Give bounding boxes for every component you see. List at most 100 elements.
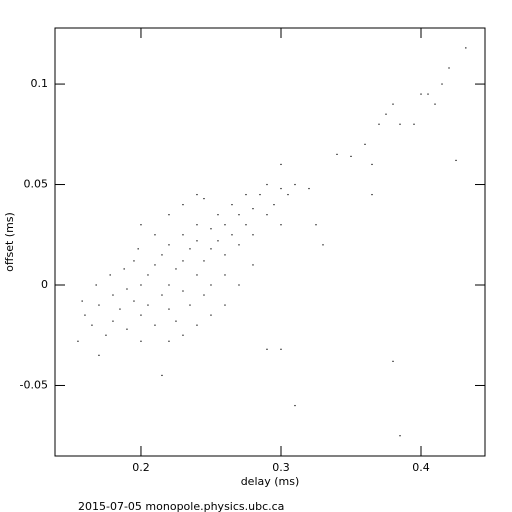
point <box>81 300 83 302</box>
point <box>168 244 170 246</box>
point <box>147 304 149 306</box>
point <box>266 183 268 186</box>
y-tick-label: 0.05 <box>24 178 49 191</box>
x-tick-label: 0.2 <box>132 461 150 474</box>
point <box>98 354 100 356</box>
point <box>280 348 282 350</box>
point <box>126 288 128 290</box>
point <box>175 320 177 322</box>
point <box>427 93 429 95</box>
point <box>224 274 226 276</box>
point <box>465 47 467 49</box>
point <box>98 304 100 306</box>
point <box>448 67 450 69</box>
point <box>112 294 114 296</box>
point <box>280 163 282 166</box>
point <box>273 204 275 206</box>
point <box>109 274 111 276</box>
point <box>133 260 135 262</box>
point <box>455 159 457 162</box>
point <box>280 224 282 226</box>
point <box>392 103 394 105</box>
x-axis-label: delay (ms) <box>241 475 300 488</box>
point <box>210 228 212 230</box>
point <box>259 193 261 196</box>
x-tick-label: 0.3 <box>272 461 290 474</box>
point <box>154 324 156 326</box>
point <box>168 308 170 310</box>
point <box>399 123 401 125</box>
point <box>287 193 289 196</box>
point <box>308 187 310 190</box>
point <box>154 264 156 266</box>
point <box>238 214 240 216</box>
point <box>182 204 184 206</box>
y-tick-label: 0.1 <box>31 77 49 90</box>
point <box>224 224 226 226</box>
point <box>84 314 86 316</box>
point <box>252 264 254 266</box>
point <box>238 244 240 246</box>
point <box>161 254 163 256</box>
point <box>196 240 198 242</box>
point <box>189 304 191 306</box>
point <box>245 193 247 196</box>
point <box>238 284 240 286</box>
point <box>196 274 198 276</box>
point <box>203 260 205 262</box>
point <box>161 294 163 296</box>
footer: 2015-07-05 monopole.physics.ubc.ca <box>78 500 284 512</box>
point <box>434 103 436 105</box>
point <box>147 274 149 276</box>
point <box>126 328 128 330</box>
point <box>294 183 296 186</box>
point <box>245 224 247 226</box>
point <box>196 193 198 196</box>
point <box>371 193 373 196</box>
point <box>140 284 142 286</box>
point <box>266 348 268 350</box>
point <box>154 234 156 236</box>
point <box>105 334 107 336</box>
point <box>322 244 324 246</box>
plot-frame <box>54 27 486 457</box>
point <box>182 260 184 262</box>
point <box>294 404 296 407</box>
point <box>266 214 268 216</box>
point <box>280 187 282 190</box>
point <box>91 324 93 326</box>
point <box>168 284 170 286</box>
point <box>196 224 198 226</box>
point <box>140 224 142 226</box>
point <box>203 197 205 200</box>
point <box>112 320 114 322</box>
point <box>210 314 212 316</box>
point <box>224 304 226 306</box>
point <box>217 240 219 242</box>
point <box>140 340 142 342</box>
y-tick-label: 0 <box>41 278 48 291</box>
point <box>441 83 443 85</box>
point <box>392 360 394 362</box>
point <box>182 234 184 236</box>
point <box>189 248 191 250</box>
point <box>119 308 121 310</box>
point <box>252 208 254 210</box>
point <box>203 294 205 296</box>
point <box>350 155 352 157</box>
point <box>210 284 212 286</box>
point <box>378 123 380 125</box>
point <box>399 435 401 437</box>
point <box>168 340 170 342</box>
point <box>182 290 184 292</box>
point <box>137 248 139 250</box>
point <box>140 314 142 316</box>
point <box>168 214 170 216</box>
point <box>371 163 373 166</box>
point <box>385 113 387 115</box>
point <box>217 214 219 216</box>
point <box>133 300 135 302</box>
point <box>123 268 125 270</box>
point <box>224 254 226 256</box>
